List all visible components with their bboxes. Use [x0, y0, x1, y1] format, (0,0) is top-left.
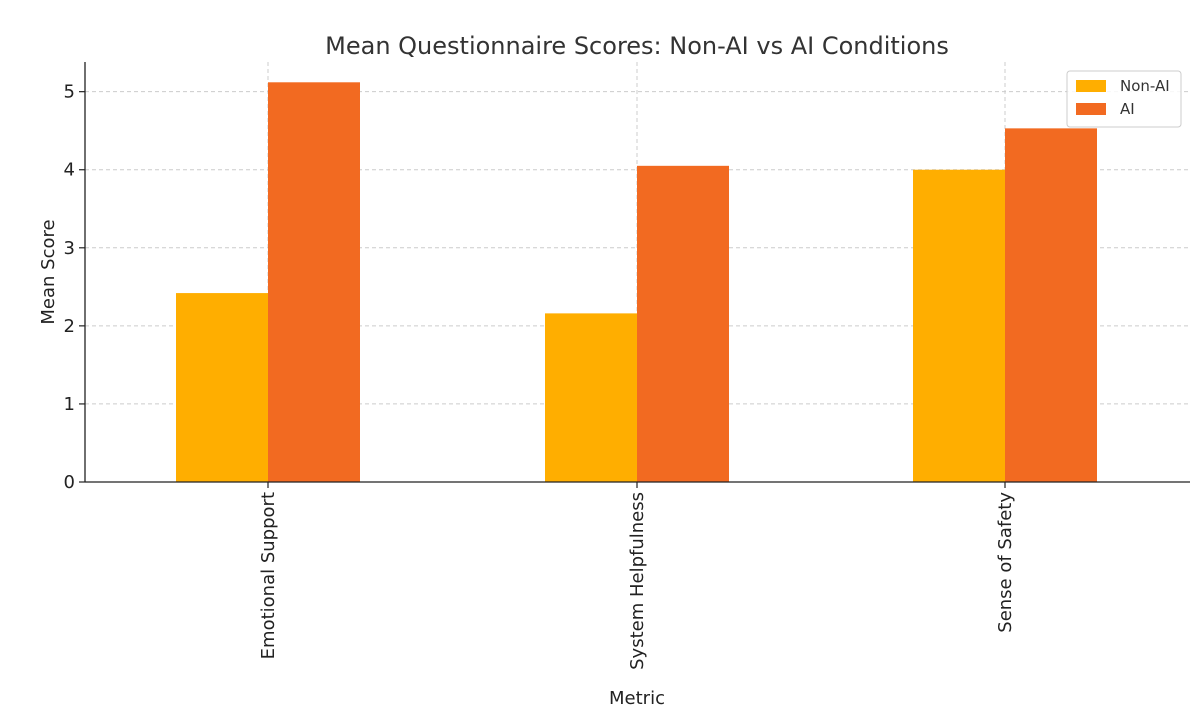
legend-label-ai: AI	[1120, 100, 1135, 118]
y-tick-label-1: 1	[64, 394, 75, 415]
bar-ai-2	[1005, 128, 1097, 482]
bar-non-ai-2	[913, 169, 1005, 482]
x-tick-label-2: Sense of Safety	[995, 492, 1016, 633]
bar-non-ai-1	[545, 313, 637, 482]
axes: 0 1 2 3 4 5 Emotional Support System Helpfulnes…	[64, 62, 1190, 670]
y-tick-label-5: 5	[64, 82, 75, 103]
x-axis-label: Metric	[609, 688, 665, 709]
y-tick-label-0: 0	[64, 472, 75, 493]
bar-ai-0	[268, 82, 360, 483]
bar-ai-1	[637, 165, 729, 483]
y-tick-label-3: 3	[64, 238, 75, 259]
x-tick-label-0: Emotional Support	[258, 492, 279, 659]
legend-label-non-ai: Non-AI	[1120, 77, 1170, 95]
y-tick-label-2: 2	[64, 316, 75, 337]
bar-non-ai-0	[176, 293, 268, 482]
y-tick-label-4: 4	[64, 160, 75, 181]
x-tick-label-1: System Helpfulness	[627, 492, 648, 670]
legend-swatch-non-ai	[1076, 80, 1106, 92]
chart-title: Mean Questionnaire Scores: Non-AI vs AI …	[325, 32, 949, 60]
y-axis-label: Mean Score	[38, 219, 59, 324]
legend-swatch-ai	[1076, 103, 1106, 115]
legend: Non-AI AI	[1066, 70, 1182, 128]
bars	[176, 82, 1097, 483]
